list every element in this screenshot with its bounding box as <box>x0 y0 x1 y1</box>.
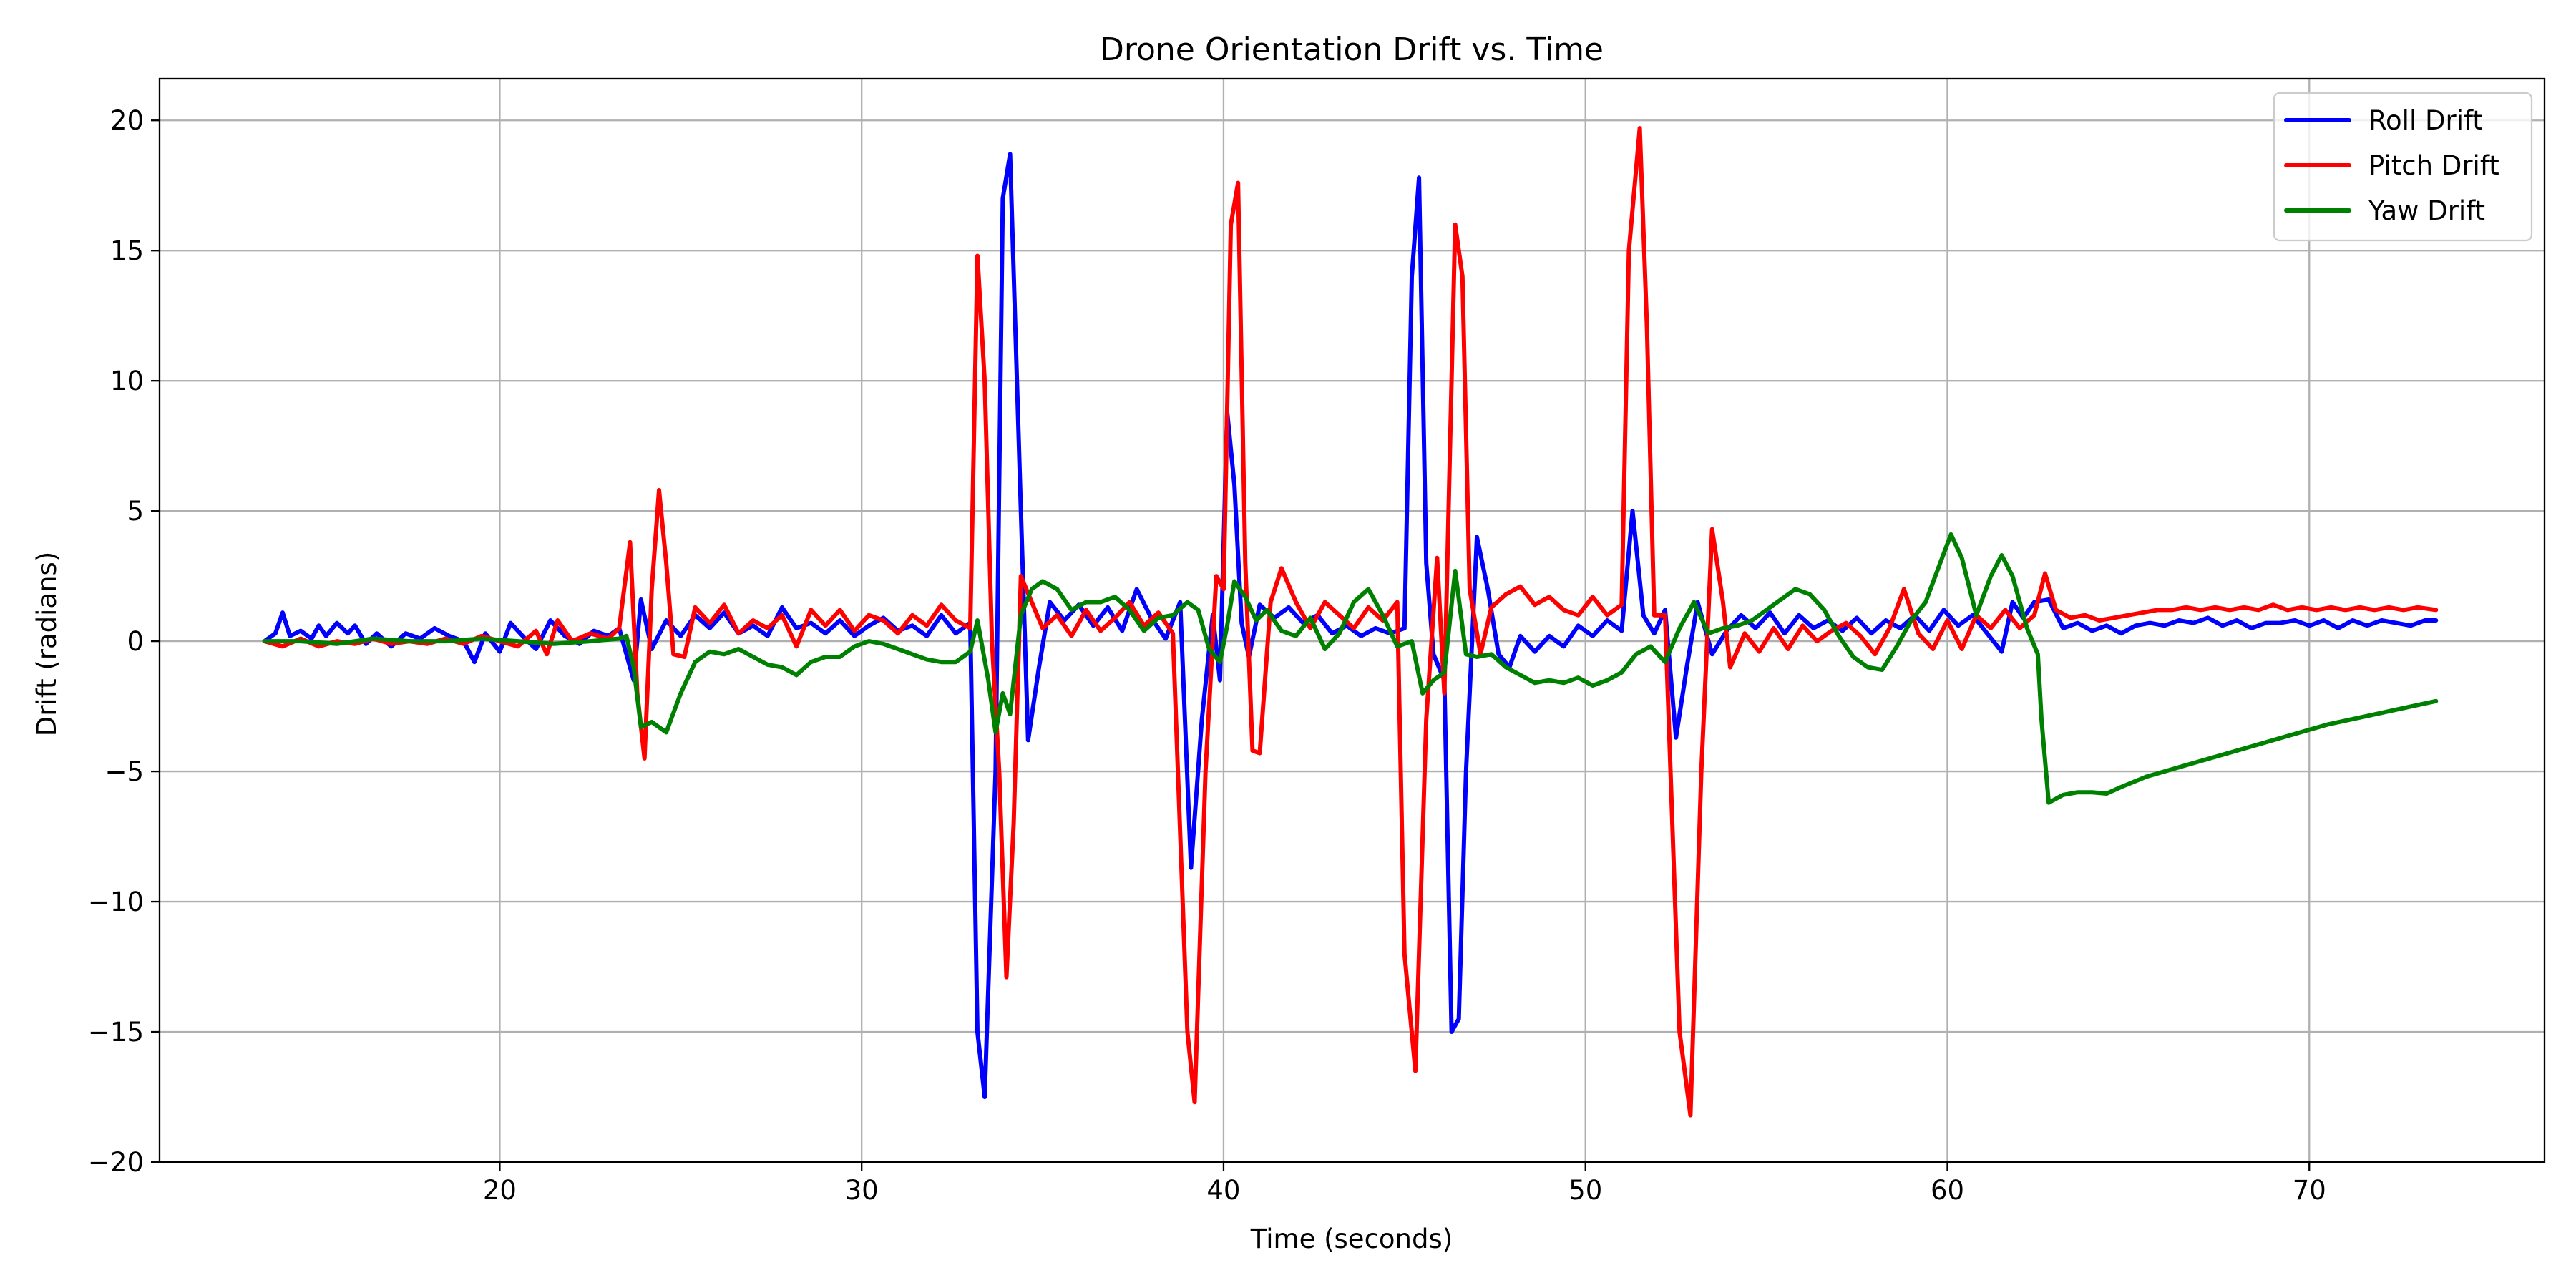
x-tick-label: 40 <box>1206 1175 1240 1206</box>
x-tick-label: 50 <box>1568 1175 1602 1206</box>
y-tick-label: −5 <box>104 756 144 787</box>
x-axis-label: Time (seconds) <box>1250 1224 1453 1254</box>
y-tick-label: 0 <box>127 626 144 657</box>
y-tick-label: −15 <box>88 1017 144 1048</box>
y-tick-label: 10 <box>110 366 144 396</box>
y-tick-label: 5 <box>127 496 144 527</box>
x-tick-label: 70 <box>2293 1175 2326 1206</box>
pitch-drift-line <box>262 126 2439 1118</box>
series-lines <box>262 126 2439 1118</box>
y-tick-label: 20 <box>110 105 144 136</box>
yaw-drift-line <box>262 532 2439 805</box>
y-tick-label: 15 <box>110 235 144 266</box>
x-tick-label: 60 <box>1931 1175 1964 1206</box>
y-tick-label: −20 <box>88 1147 144 1178</box>
legend-label-yaw-drift: Yaw Drift <box>2368 195 2485 226</box>
legend: Roll Drift Pitch Drift Yaw Drift <box>2273 92 2533 242</box>
legend-label-pitch-drift: Pitch Drift <box>2368 150 2499 181</box>
y-axis-label: Drift (radians) <box>31 552 62 737</box>
roll-drift-line <box>262 152 2439 1099</box>
chart-title: Drone Orientation Drift vs. Time <box>1100 31 1604 68</box>
plot-frame <box>158 77 2546 1163</box>
axis-ticks: 20 30 40 50 60 70 −20 −15 −10 −5 0 5 10 15 20 <box>88 105 2326 1206</box>
legend-entries: Roll Drift Pitch Drift Yaw Drift <box>2284 105 2499 226</box>
x-tick-label: 20 <box>483 1175 517 1206</box>
x-tick-label: 30 <box>845 1175 879 1206</box>
legend-box <box>2273 92 2533 242</box>
y-tick-label: −10 <box>88 887 144 917</box>
grid-lines <box>160 79 2545 1163</box>
legend-label-roll-drift: Roll Drift <box>2368 105 2483 136</box>
